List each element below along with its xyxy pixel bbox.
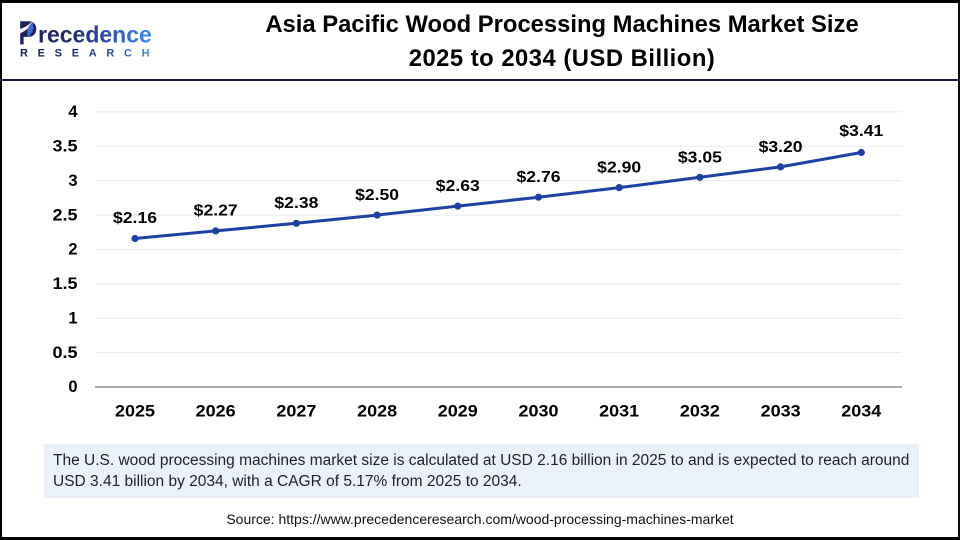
svg-text:$2.16: $2.16 — [113, 210, 157, 227]
svg-text:$2.38: $2.38 — [274, 195, 318, 212]
svg-text:3: 3 — [68, 172, 77, 190]
svg-text:2: 2 — [68, 241, 77, 259]
svg-text:0.5: 0.5 — [53, 344, 78, 362]
svg-text:2.5: 2.5 — [53, 206, 78, 224]
svg-text:0: 0 — [68, 378, 77, 396]
svg-text:$2.76: $2.76 — [517, 169, 561, 186]
svg-text:$2.90: $2.90 — [597, 160, 641, 177]
svg-text:$3.05: $3.05 — [678, 149, 722, 166]
svg-text:RESEARCH: RESEARCH — [20, 48, 159, 60]
svg-text:2030: 2030 — [519, 403, 559, 421]
svg-text:recedence: recedence — [38, 22, 152, 48]
svg-text:$2.63: $2.63 — [436, 178, 480, 195]
svg-text:$3.41: $3.41 — [839, 123, 883, 140]
svg-text:2032: 2032 — [680, 403, 720, 421]
svg-text:2025: 2025 — [115, 403, 155, 421]
svg-text:2028: 2028 — [357, 403, 397, 421]
svg-text:3.5: 3.5 — [53, 138, 78, 156]
svg-text:2026: 2026 — [196, 403, 236, 421]
svg-text:2031: 2031 — [599, 403, 639, 421]
svg-text:$2.50: $2.50 — [355, 187, 399, 204]
svg-text:2033: 2033 — [761, 403, 801, 421]
svg-text:1: 1 — [68, 309, 77, 327]
svg-text:4: 4 — [68, 103, 78, 121]
svg-text:2027: 2027 — [276, 403, 316, 421]
svg-text:2029: 2029 — [438, 403, 478, 421]
svg-text:2034: 2034 — [841, 403, 882, 421]
svg-text:$3.20: $3.20 — [759, 139, 803, 156]
svg-text:$2.27: $2.27 — [194, 203, 238, 220]
svg-text:1.5: 1.5 — [53, 275, 78, 293]
